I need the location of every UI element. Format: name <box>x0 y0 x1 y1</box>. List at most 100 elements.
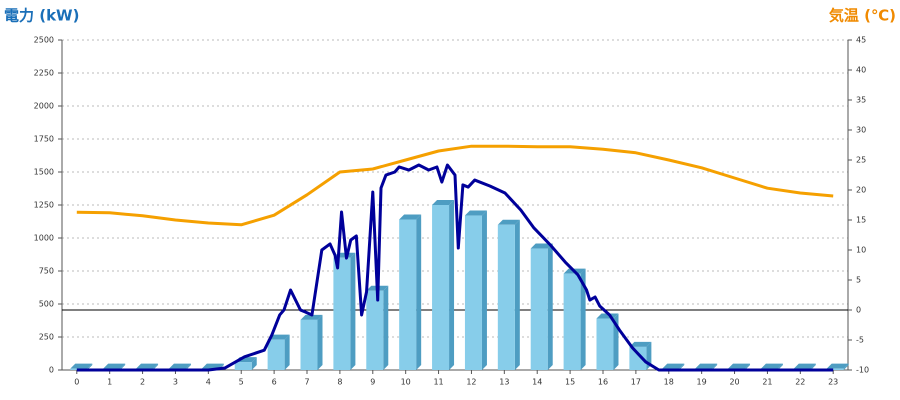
bar-side <box>580 268 586 370</box>
x-tick-label: 8 <box>337 378 342 387</box>
x-tick-label: 3 <box>173 378 178 387</box>
x-tick-label: 15 <box>565 378 575 387</box>
bar <box>267 339 285 370</box>
bar-side <box>284 334 290 370</box>
x-tick-label: 18 <box>664 378 674 387</box>
y-tick-label: 1250 <box>34 201 54 210</box>
bar-top <box>432 200 455 205</box>
x-tick-label: 0 <box>74 378 79 387</box>
bar-top <box>530 243 553 249</box>
x-tick-label: 12 <box>466 378 476 387</box>
bar-side <box>712 363 718 370</box>
y-tick-label: 0 <box>49 366 54 375</box>
bar <box>234 362 252 370</box>
x-tick-label: 5 <box>239 378 244 387</box>
bar-top <box>136 363 159 369</box>
bar-top <box>103 363 126 369</box>
bar-top <box>728 363 751 369</box>
bar <box>333 257 351 370</box>
bar-side <box>679 363 685 370</box>
bar-side <box>87 363 93 370</box>
y2-tick-label: -10 <box>856 366 869 375</box>
y-tick-label: 500 <box>39 300 54 309</box>
y2-tick-label: 15 <box>856 216 866 225</box>
bar-top <box>662 363 685 369</box>
x-tick-label: 1 <box>107 378 112 387</box>
bar-side <box>383 285 389 370</box>
bar <box>629 346 647 370</box>
bar-side <box>843 363 849 370</box>
bar-side <box>745 363 751 370</box>
y2-tick-label: -5 <box>856 336 864 345</box>
bar-side <box>481 210 487 370</box>
x-tick-label: 11 <box>433 378 443 387</box>
y-tick-label: 2250 <box>34 69 54 78</box>
bar-top <box>760 363 783 369</box>
x-tick-label: 10 <box>401 378 411 387</box>
y-tick-label: 250 <box>39 333 54 342</box>
x-tick-label: 13 <box>499 378 509 387</box>
y2-tick-label: 5 <box>856 276 861 285</box>
bar-top <box>399 214 422 220</box>
y2-tick-label: 20 <box>856 186 866 195</box>
bar-side <box>810 363 816 370</box>
bar <box>826 368 844 370</box>
x-tick-label: 7 <box>304 378 309 387</box>
bar-top <box>629 341 652 347</box>
bar-side <box>547 243 553 370</box>
bar <box>399 219 417 370</box>
bar-side <box>350 252 356 370</box>
bar <box>300 319 318 370</box>
bar-top <box>267 334 290 340</box>
x-tick-label: 16 <box>598 378 608 387</box>
bar <box>432 205 450 370</box>
y-tick-label: 2000 <box>34 102 54 111</box>
x-tick-label: 22 <box>795 378 805 387</box>
bar-top <box>70 363 93 369</box>
x-tick-label: 9 <box>370 378 375 387</box>
line <box>76 163 834 372</box>
y2-axis-title: 気温 (℃) <box>829 7 896 25</box>
bar-side <box>251 357 257 370</box>
y-tick-label: 2500 <box>34 36 54 45</box>
x-tick-label: 21 <box>762 378 772 387</box>
bar-top <box>793 363 816 369</box>
line <box>76 144 834 227</box>
x-tick-label: 14 <box>532 378 542 387</box>
bar <box>366 290 384 370</box>
bar <box>563 273 581 370</box>
y2-tick-label: 45 <box>856 36 866 45</box>
y-tick-label: 1000 <box>34 234 54 243</box>
bar-top <box>300 314 323 320</box>
bar-side <box>449 200 455 370</box>
x-tick-label: 6 <box>272 378 277 387</box>
bar-side <box>153 363 159 370</box>
y2-tick-label: 10 <box>856 246 866 255</box>
x-tick-label: 17 <box>631 378 641 387</box>
bar-top <box>826 363 849 369</box>
bar-top <box>695 363 718 369</box>
bar-side <box>777 363 783 370</box>
y2-tick-label: 40 <box>856 66 866 75</box>
x-tick-label: 2 <box>140 378 145 387</box>
bar-side <box>120 363 126 370</box>
bar <box>596 318 614 370</box>
bar-side <box>514 219 520 370</box>
y-tick-label: 1750 <box>34 135 54 144</box>
y2-tick-label: 30 <box>856 126 866 135</box>
y2-tick-label: 35 <box>856 96 866 105</box>
y-tick-label: 1500 <box>34 168 54 177</box>
bar <box>497 224 515 370</box>
y2-tick-label: 0 <box>856 306 861 315</box>
bar-top <box>497 219 520 225</box>
bar-top <box>168 363 191 369</box>
y-tick-label: 750 <box>39 267 54 276</box>
y2-tick-label: 25 <box>856 156 866 165</box>
bar <box>464 215 482 370</box>
x-tick-label: 20 <box>729 378 739 387</box>
x-tick-label: 4 <box>206 378 211 387</box>
x-tick-label: 23 <box>828 378 838 387</box>
bar <box>530 248 548 370</box>
y-axis-title: 電力 (kW) <box>4 7 79 25</box>
